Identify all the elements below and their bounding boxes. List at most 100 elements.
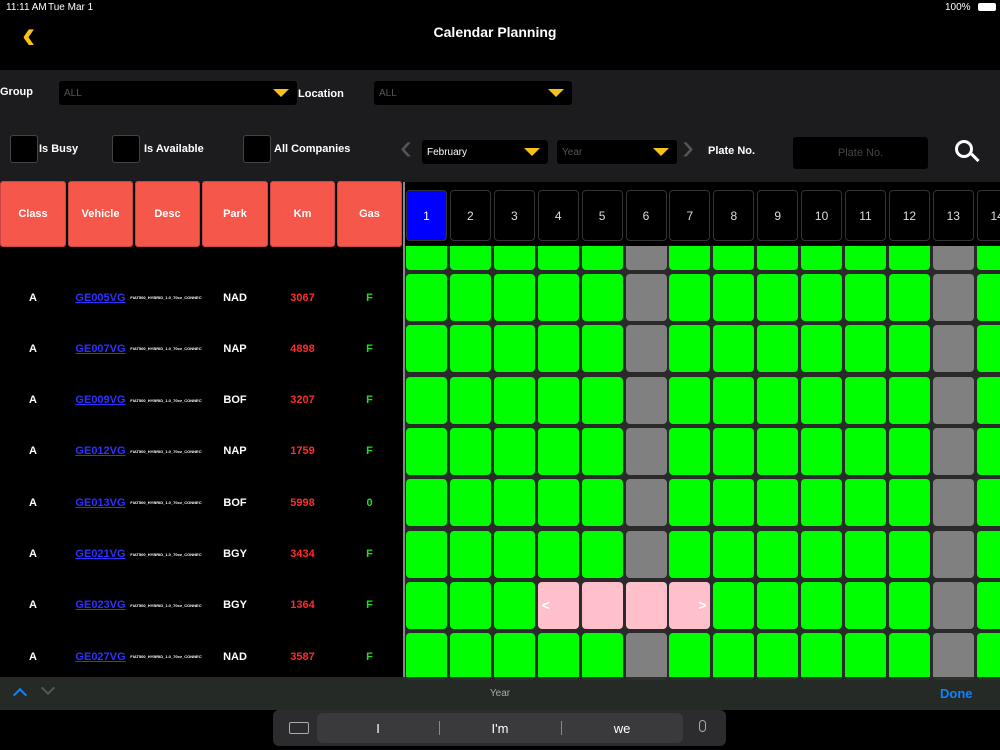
day-cell[interactable] xyxy=(625,376,667,424)
day-cell[interactable] xyxy=(449,325,491,373)
table-cell[interactable]: GE013VG xyxy=(68,479,133,527)
day-cell[interactable] xyxy=(493,376,535,424)
day-cell[interactable]: < xyxy=(537,581,579,629)
table-cell[interactable]: GE007VG xyxy=(68,325,133,373)
day-cell[interactable] xyxy=(406,530,447,578)
table-cell[interactable]: GE005VG xyxy=(68,274,133,321)
day-cell[interactable] xyxy=(449,581,491,629)
day-cell[interactable] xyxy=(976,581,1000,629)
day-cell[interactable] xyxy=(888,427,930,475)
day-cell[interactable] xyxy=(801,581,843,629)
day-cell[interactable] xyxy=(845,581,886,629)
day-cell[interactable] xyxy=(581,376,623,424)
day-cell[interactable] xyxy=(406,427,447,475)
day-cell[interactable] xyxy=(713,427,755,475)
day-header[interactable]: 9 xyxy=(757,190,799,241)
group-dropdown[interactable] xyxy=(59,81,297,105)
next-month[interactable]: › xyxy=(682,126,694,167)
day-cell[interactable] xyxy=(757,376,799,424)
day-cell[interactable] xyxy=(888,633,930,681)
day-cell[interactable] xyxy=(976,376,1000,424)
day-cell[interactable] xyxy=(581,581,623,629)
day-header[interactable]: 1 xyxy=(406,190,447,241)
day-cell[interactable] xyxy=(757,274,799,321)
day-cell[interactable] xyxy=(757,479,799,527)
suggestion[interactable]: I xyxy=(376,720,380,736)
day-cell[interactable] xyxy=(669,479,711,527)
day-header[interactable]: 7 xyxy=(669,190,711,241)
day-cell[interactable] xyxy=(888,479,930,527)
all-companies-box[interactable] xyxy=(243,135,271,163)
day-cell[interactable] xyxy=(625,479,667,527)
day-cell[interactable] xyxy=(449,274,491,321)
day-cell[interactable] xyxy=(932,325,974,373)
day-cell[interactable] xyxy=(449,530,491,578)
column-header[interactable]: Km xyxy=(270,181,335,247)
location-dropdown[interactable] xyxy=(374,81,572,105)
day-cell[interactable] xyxy=(932,581,974,629)
day-cell[interactable] xyxy=(493,274,535,321)
day-cell[interactable] xyxy=(625,427,667,475)
day-cell[interactable] xyxy=(493,530,535,578)
day-cell[interactable] xyxy=(801,479,843,527)
day-cell[interactable] xyxy=(449,376,491,424)
day-header[interactable]: 10 xyxy=(801,190,843,241)
day-cell[interactable] xyxy=(449,633,491,681)
day-cell[interactable] xyxy=(669,530,711,578)
day-header[interactable]: 13 xyxy=(932,190,974,241)
day-header[interactable]: 14 xyxy=(976,190,1000,241)
day-cell[interactable] xyxy=(801,274,843,321)
day-cell[interactable] xyxy=(625,274,667,321)
table-cell[interactable]: GE009VG xyxy=(68,376,133,424)
day-cell[interactable] xyxy=(449,479,491,527)
day-cell[interactable] xyxy=(581,325,623,373)
day-cell[interactable] xyxy=(888,274,930,321)
day-cell[interactable] xyxy=(493,581,535,629)
table-cell[interactable]: GE021VG xyxy=(68,530,133,578)
day-header[interactable]: 4 xyxy=(537,190,579,241)
day-cell[interactable] xyxy=(493,427,535,475)
day-cell[interactable] xyxy=(537,633,579,681)
day-header[interactable]: 6 xyxy=(625,190,667,241)
day-cell[interactable] xyxy=(537,530,579,578)
done-button[interactable]: Done xyxy=(940,685,973,701)
is-busy-box[interactable] xyxy=(10,135,38,163)
day-cell[interactable] xyxy=(406,376,447,424)
day-cell[interactable] xyxy=(669,274,711,321)
day-cell[interactable] xyxy=(713,376,755,424)
day-cell[interactable] xyxy=(845,274,886,321)
day-cell[interactable] xyxy=(406,325,447,373)
day-cell[interactable] xyxy=(669,376,711,424)
suggestion[interactable]: we xyxy=(613,720,631,736)
day-cell[interactable] xyxy=(757,530,799,578)
day-cell[interactable] xyxy=(406,633,447,681)
day-cell[interactable] xyxy=(537,274,579,321)
day-cell[interactable] xyxy=(581,427,623,475)
day-cell[interactable] xyxy=(581,274,623,321)
day-cell[interactable] xyxy=(932,427,974,475)
day-cell[interactable] xyxy=(757,427,799,475)
day-cell[interactable] xyxy=(888,325,930,373)
day-cell[interactable] xyxy=(757,325,799,373)
day-cell[interactable] xyxy=(757,581,799,629)
table-cell[interactable]: GE027VG xyxy=(68,633,133,681)
day-cell[interactable]: > xyxy=(669,581,711,629)
day-cell[interactable] xyxy=(976,325,1000,373)
day-cell[interactable] xyxy=(976,479,1000,527)
day-header[interactable]: 3 xyxy=(493,190,535,241)
day-cell[interactable] xyxy=(625,325,667,373)
day-cell[interactable] xyxy=(537,427,579,475)
suggestion[interactable]: I'm xyxy=(491,720,509,736)
prev-month[interactable]: ‹ xyxy=(400,126,412,167)
day-cell[interactable] xyxy=(845,376,886,424)
day-cell[interactable] xyxy=(625,530,667,578)
day-header[interactable]: 8 xyxy=(713,190,755,241)
day-cell[interactable] xyxy=(932,479,974,527)
day-cell[interactable] xyxy=(713,581,755,629)
day-cell[interactable] xyxy=(976,633,1000,681)
day-cell[interactable] xyxy=(581,530,623,578)
is-available-box[interactable] xyxy=(112,135,140,163)
day-cell[interactable] xyxy=(888,376,930,424)
day-cell[interactable] xyxy=(801,325,843,373)
day-cell[interactable] xyxy=(976,274,1000,321)
